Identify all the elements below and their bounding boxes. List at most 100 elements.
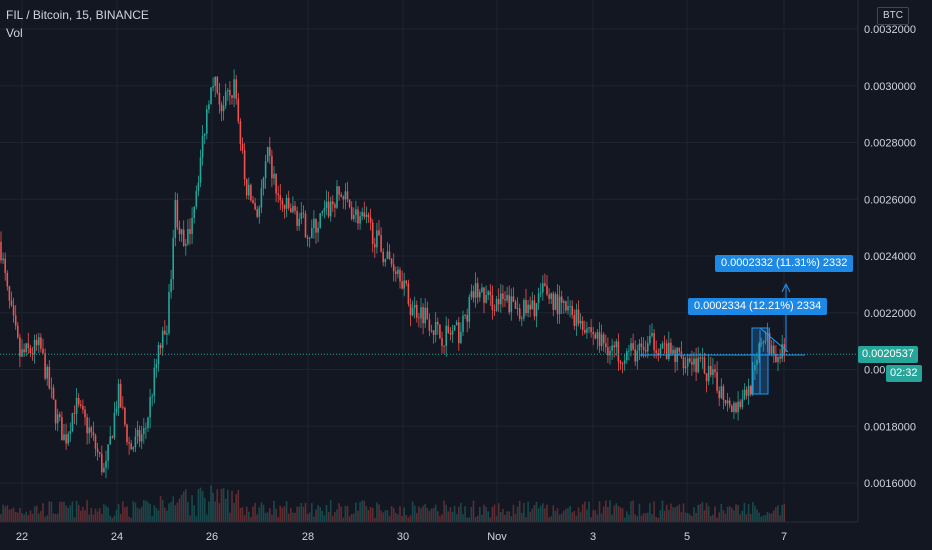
candle-body — [294, 205, 296, 211]
candle-body — [592, 332, 594, 335]
volume-bar — [546, 504, 548, 522]
volume-bar — [239, 508, 242, 522]
volume-bar — [441, 514, 443, 522]
volume-bar — [474, 517, 477, 522]
candle-body — [533, 300, 536, 317]
candle-body — [35, 339, 38, 346]
candle-body — [164, 330, 166, 335]
volume-bar — [575, 515, 578, 522]
candle-body — [651, 333, 653, 336]
candle-body — [166, 333, 168, 335]
candle-body — [304, 213, 307, 238]
volume-bar — [191, 495, 193, 522]
candle-body — [69, 431, 72, 434]
candle-body — [363, 212, 366, 217]
volume-bar — [516, 506, 519, 522]
candle-body — [535, 303, 538, 317]
volume-bar — [500, 512, 502, 522]
volume-bar — [195, 516, 198, 522]
symbol-title[interactable]: FIL / Bitcoin, 15, BINANCE — [6, 8, 149, 22]
candle-body — [758, 343, 760, 360]
candle-body — [747, 386, 750, 396]
volume-bar — [445, 504, 447, 522]
candle-body — [512, 296, 515, 302]
candle-body — [61, 417, 63, 441]
candle-body — [353, 214, 355, 220]
candle-body — [594, 334, 597, 339]
candle-body — [344, 191, 347, 200]
volume-bar — [504, 514, 506, 522]
volume-indicator-label[interactable]: Vol — [6, 26, 23, 40]
candle-body — [458, 322, 460, 344]
candle-body — [235, 79, 237, 99]
candle-body — [140, 434, 143, 442]
volume-bar — [609, 500, 611, 522]
candle-body — [550, 293, 552, 299]
volume-bar — [653, 501, 655, 522]
volume-bar — [401, 516, 403, 522]
candle-body — [149, 397, 151, 418]
candle-body — [161, 330, 164, 349]
volume-bar — [10, 508, 13, 522]
volume-bar — [258, 507, 261, 522]
candle-body — [714, 369, 716, 373]
volume-bar — [155, 507, 158, 522]
volume-bar — [657, 517, 660, 522]
candle-body — [764, 340, 767, 343]
volume-bar — [115, 509, 118, 522]
volume-bar — [563, 510, 565, 522]
candle-body — [346, 191, 349, 200]
volume-bar — [224, 498, 227, 522]
candle-body — [21, 349, 23, 357]
candle-body — [317, 227, 319, 233]
volume-bar — [754, 505, 756, 522]
volume-bar — [684, 512, 687, 522]
candle-body — [126, 424, 128, 443]
candle-body — [145, 428, 147, 429]
volume-bar — [344, 505, 347, 522]
candle-body — [59, 414, 61, 418]
volume-bar — [661, 500, 664, 522]
volume-bar — [363, 500, 366, 522]
volume-bar — [407, 517, 410, 522]
volume-bar — [336, 509, 338, 522]
volume-bar — [218, 503, 221, 522]
x-tick-label: 24 — [111, 531, 123, 543]
candle-body — [449, 333, 452, 335]
candle-body — [699, 357, 702, 359]
currency-button[interactable]: BTC — [877, 7, 909, 25]
volume-bar — [523, 502, 525, 522]
volume-bar — [600, 513, 603, 522]
candle-body — [180, 229, 183, 235]
candle-body — [781, 344, 783, 359]
candle-body — [596, 332, 599, 339]
candle-body — [285, 197, 288, 209]
candle-body — [189, 229, 191, 234]
volume-bar — [84, 510, 86, 522]
y-tick-label: 0.0032000 — [864, 24, 916, 36]
candle-body — [749, 386, 752, 395]
candle-body — [638, 343, 641, 351]
volume-bar — [361, 500, 363, 522]
volume-bar — [40, 510, 42, 522]
candle-body — [632, 343, 634, 350]
candle-body — [413, 304, 416, 308]
candle-body — [420, 307, 422, 319]
candle-body — [722, 386, 725, 401]
volume-bar — [353, 513, 355, 522]
volume-bar — [71, 501, 74, 522]
volume-bar — [193, 505, 195, 522]
volume-bar — [252, 506, 254, 522]
volume-bar — [613, 505, 615, 522]
volume-bar — [298, 506, 300, 522]
candle-body — [172, 237, 174, 280]
volume-bar — [481, 514, 483, 522]
candle-body — [640, 343, 643, 347]
volume-bar — [573, 511, 576, 522]
volume-bar — [611, 514, 613, 522]
candle-body — [720, 386, 723, 399]
volume-bar — [418, 506, 420, 522]
volume-bar — [470, 506, 473, 522]
volume-bar — [678, 504, 681, 522]
